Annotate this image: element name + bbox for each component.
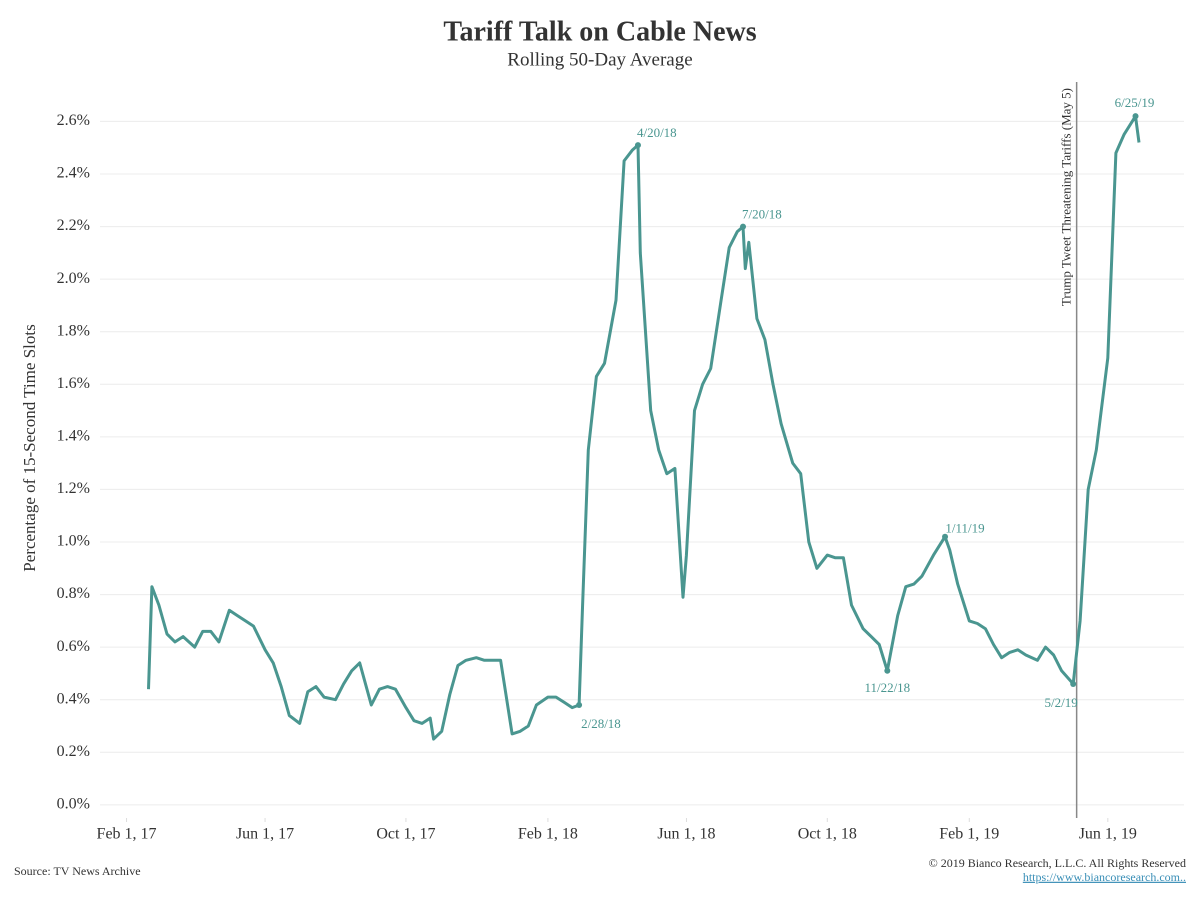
annotation: 6/25/19 (1115, 95, 1155, 110)
y-tick-label: 2.0% (57, 270, 90, 287)
source: Source: TV News Archive (14, 864, 141, 878)
event-label: Trump Tweet Threatening Tariffs (May 5) (1059, 88, 1074, 306)
link[interactable]: https://www.biancoresearch.com.. (1023, 870, 1186, 884)
y-tick-label: 1.0% (57, 533, 90, 550)
annotation: 5/2/19 (1045, 695, 1078, 710)
line (147, 114, 1141, 741)
x-tick-label: Jun 1, 17 (236, 826, 294, 843)
annotation-dot (884, 667, 891, 674)
y-tick-label: 1.2% (57, 480, 90, 497)
annotation: 7/20/18 (742, 207, 782, 222)
annotation-dot (1070, 680, 1077, 687)
x-tick-label: Feb 1, 17 (97, 826, 157, 843)
y-tick-label: 1.4% (57, 428, 90, 445)
chart-subtitle: Rolling 50-Day Average (507, 49, 692, 70)
chart-title: Tariff Talk on Cable News (443, 16, 756, 47)
annotation: 11/22/18 (864, 680, 910, 695)
annotation-dot (740, 223, 747, 230)
x-tick-label: Feb 1, 19 (939, 826, 999, 843)
y-tick-label: 1.6% (57, 375, 90, 392)
annotation: 2/28/18 (581, 716, 621, 731)
annotation: 4/20/18 (637, 125, 677, 140)
y-tick-label: 0.0% (57, 796, 90, 813)
x-tick-label: Oct 1, 18 (798, 826, 857, 843)
annotation-dot (576, 701, 583, 708)
annotation-dot (634, 142, 641, 149)
x-tick-label: Oct 1, 17 (376, 826, 435, 843)
y-tick-label: 0.6% (57, 638, 90, 655)
x-tick-label: Feb 1, 18 (518, 826, 578, 843)
y-tick-label: 0.4% (57, 690, 90, 707)
annotation-dot (942, 533, 949, 540)
annotation-dot (1132, 113, 1139, 120)
y-tick-label: 1.8% (57, 322, 90, 339)
copyright: © 2019 Bianco Research, L.L.C. All Right… (929, 856, 1186, 870)
y-tick-label: 2.4% (57, 165, 90, 182)
x-tick-label: Jun 1, 19 (1079, 826, 1137, 843)
y-tick-label: 2.6% (57, 112, 90, 129)
y-tick-label: 2.2% (57, 217, 90, 234)
x-tick-label: Jun 1, 18 (657, 826, 715, 843)
y-tick-label: 0.8% (57, 585, 90, 602)
y-tick-label: 0.2% (57, 743, 90, 760)
y-axis-label: Percentage of 15-Second Time Slots (20, 324, 39, 571)
annotation: 1/11/19 (945, 521, 984, 536)
